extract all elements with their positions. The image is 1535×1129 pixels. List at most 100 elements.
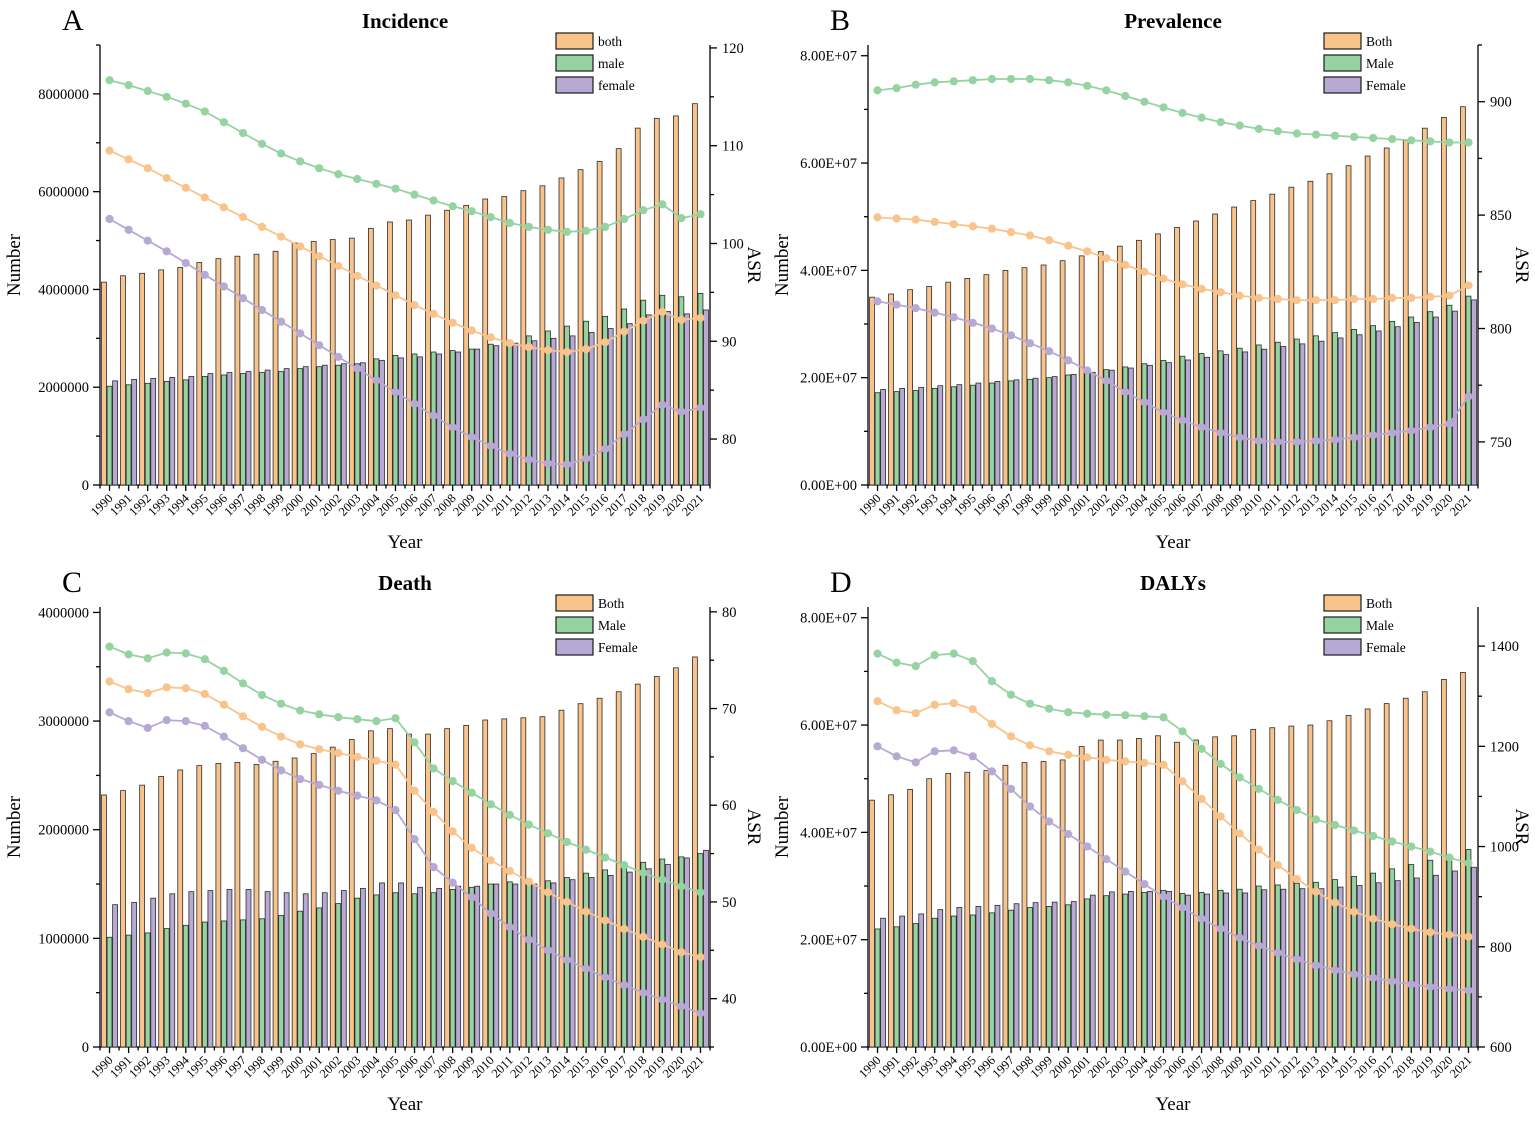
bar-both: [1078, 746, 1085, 1048]
legend-label-both: Both: [1366, 34, 1393, 49]
asr-marker-male: [143, 86, 152, 96]
asr-marker-both: [562, 347, 572, 357]
asr-marker-both: [277, 232, 286, 241]
bar-both: [653, 676, 660, 1048]
asr-marker-male: [1235, 773, 1244, 782]
bar-female: [226, 889, 233, 1048]
asr-marker-both: [1159, 274, 1168, 283]
bar-female: [1318, 340, 1325, 486]
asr-marker-female: [524, 455, 534, 464]
bar-female: [1089, 371, 1096, 486]
bar-female: [1413, 322, 1420, 486]
x-tick-label: 2021: [1447, 491, 1475, 519]
bar-male: [526, 335, 532, 486]
asr-marker-both: [639, 316, 648, 325]
asr-marker-male: [1445, 138, 1454, 147]
asr-marker-female: [124, 225, 133, 234]
bar-male: [1103, 369, 1110, 486]
asr-marker-both: [1445, 930, 1454, 939]
bar-male: [449, 889, 456, 1048]
asr-marker-female: [1311, 436, 1321, 445]
bar-both: [177, 769, 184, 1048]
bar-female: [994, 381, 1001, 486]
legend-label-both: Both: [1366, 596, 1393, 611]
asr-marker-female: [219, 732, 228, 741]
bar-female: [703, 309, 709, 486]
asr-marker-male: [391, 714, 400, 723]
bar-both: [1402, 140, 1409, 486]
bar-female: [283, 368, 290, 486]
asr-marker-female: [658, 400, 667, 409]
bar-both: [888, 293, 894, 486]
asr-marker-male: [1235, 121, 1244, 130]
asr-marker-male: [143, 654, 152, 663]
legend-label-both: Both: [598, 596, 625, 611]
asr-marker-male: [1330, 820, 1340, 830]
asr-marker-male: [219, 118, 228, 127]
asr-marker-both: [181, 684, 190, 693]
asr-marker-female: [892, 300, 901, 309]
bar-female: [398, 357, 404, 486]
bars-group: [869, 672, 1477, 1048]
asr-marker-male: [543, 829, 553, 838]
bar-female: [1394, 880, 1401, 1048]
asr-marker-male: [911, 662, 920, 671]
asr-marker-male: [1045, 704, 1054, 713]
bar-male: [201, 376, 208, 486]
asr-marker-male: [1350, 826, 1359, 835]
asr-marker-female: [1445, 419, 1454, 428]
bar-female: [1013, 903, 1020, 1048]
asr-marker-female: [1407, 426, 1416, 435]
asr-marker-male: [1254, 784, 1263, 793]
bar-male: [1408, 316, 1415, 486]
asr-marker-male: [429, 196, 438, 205]
asr-marker-both: [467, 326, 476, 335]
asr-marker-both: [1350, 294, 1359, 304]
chart-title: Death: [378, 571, 432, 595]
asr-marker-female: [639, 988, 648, 997]
asr-marker-female: [1006, 331, 1016, 340]
asr-marker-male: [1388, 135, 1397, 144]
asr-marker-male: [873, 649, 882, 658]
bar-female: [880, 917, 886, 1048]
chart-title: Prevalence: [1124, 9, 1222, 33]
asr-marker-both: [1292, 875, 1301, 884]
asr-marker-both: [105, 146, 114, 155]
bar-male: [1008, 380, 1014, 486]
asr-marker-female: [1083, 366, 1092, 375]
asr-marker-both: [987, 719, 996, 728]
bar-both: [1326, 173, 1333, 486]
asr-marker-male: [296, 706, 305, 715]
asr-marker-female: [486, 909, 495, 918]
asr-marker-male: [582, 226, 591, 235]
asr-marker-male: [257, 139, 267, 148]
bar-male: [969, 914, 976, 1048]
bar-male: [506, 340, 513, 486]
asr-marker-male: [562, 227, 572, 236]
bar-male: [1103, 895, 1110, 1048]
asr-marker-both: [1064, 750, 1073, 759]
bars-group: [101, 656, 709, 1048]
bar-male: [125, 384, 132, 486]
right-tick-label: 1000: [1490, 840, 1519, 856]
bar-female: [1147, 364, 1153, 486]
bar-male: [950, 386, 957, 486]
bar-male: [1160, 889, 1167, 1048]
legend-swatch-both: [1323, 32, 1362, 50]
asr-marker-female: [143, 723, 152, 732]
bar-female: [1051, 376, 1058, 486]
asr-marker-both: [334, 748, 343, 758]
bar-male: [278, 371, 284, 486]
asr-marker-both: [911, 215, 920, 224]
asr-marker-male: [949, 649, 958, 658]
bar-male: [163, 928, 170, 1048]
chart-svg: B Prevalence 0.00E+00 2.00E+07 4.00E+07 6.00E…: [772, 4, 1532, 553]
asr-marker-both: [448, 318, 457, 327]
asr-marker-female: [1464, 986, 1473, 995]
bar-female: [665, 311, 671, 486]
bar-both: [1345, 165, 1352, 486]
asr-marker-female: [1045, 817, 1054, 826]
bar-male: [1274, 884, 1281, 1048]
bar-male: [1446, 854, 1453, 1048]
bar-male: [1389, 320, 1396, 486]
